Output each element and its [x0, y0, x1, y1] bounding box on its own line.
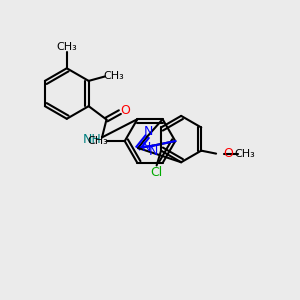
Text: N: N	[149, 145, 158, 158]
Text: CH₃: CH₃	[56, 42, 77, 52]
Text: NH: NH	[82, 133, 101, 146]
Text: CH₃: CH₃	[234, 148, 255, 159]
Text: CH₃: CH₃	[87, 136, 108, 146]
Text: Cl: Cl	[151, 166, 163, 178]
Text: O: O	[120, 104, 130, 117]
Text: O: O	[224, 147, 233, 160]
Text: CH₃: CH₃	[103, 71, 124, 81]
Text: N: N	[144, 125, 153, 138]
Text: N: N	[142, 142, 151, 154]
